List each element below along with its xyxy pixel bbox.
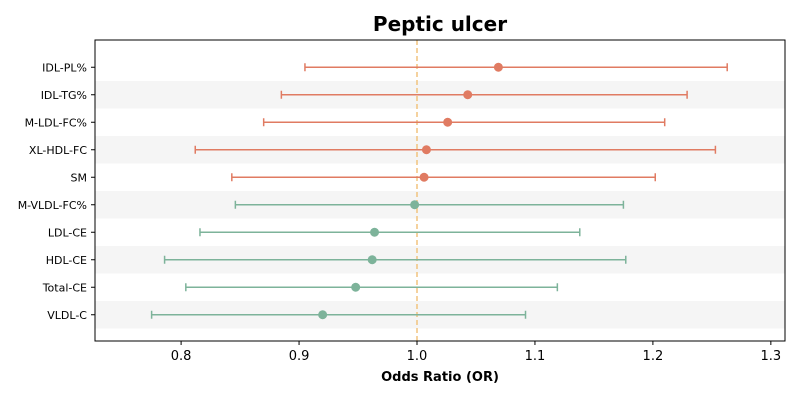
- category-labels: IDL-PL% IDL-TG% M-LDL-FC% XL-HDL-FC SM M-VLDL…: [18, 61, 95, 322]
- category-label: VLDL-C: [47, 309, 87, 322]
- category-label: LDL-CE: [48, 226, 87, 239]
- category-label: Total-CE: [42, 281, 87, 294]
- category-label: M-VLDL-FC%: [18, 199, 87, 212]
- or-point: [443, 117, 453, 127]
- category-label: HDL-CE: [46, 254, 87, 267]
- chart-title: Peptic ulcer: [373, 12, 507, 36]
- x-ticks: 0.8 0.9 1.0 1.1 1.2 1.3: [171, 341, 781, 364]
- or-point: [351, 282, 361, 292]
- or-points: [318, 62, 503, 320]
- x-tick-label: 1.1: [525, 349, 546, 364]
- or-point: [370, 227, 380, 237]
- category-label: IDL-TG%: [41, 89, 87, 102]
- or-point: [410, 200, 420, 210]
- x-axis-label: Odds Ratio (OR): [381, 370, 499, 385]
- category-label: M-LDL-FC%: [25, 116, 87, 129]
- x-tick-label: 1.2: [643, 349, 664, 364]
- error-bars: [150, 63, 728, 319]
- category-label: IDL-PL%: [42, 61, 87, 74]
- or-point: [367, 255, 377, 265]
- or-point: [318, 310, 328, 320]
- x-tick-label: 0.8: [171, 349, 192, 364]
- or-point: [419, 172, 429, 182]
- or-point: [463, 90, 473, 100]
- x-tick-label: 1.3: [761, 349, 782, 364]
- plot-frame: [94, 39, 786, 342]
- category-label: XL-HDL-FC: [29, 144, 87, 157]
- or-point: [421, 145, 431, 155]
- category-label: SM: [71, 171, 87, 184]
- x-tick-label: 0.9: [289, 349, 310, 364]
- x-tick-label: 1.0: [407, 349, 428, 364]
- or-point: [493, 62, 503, 72]
